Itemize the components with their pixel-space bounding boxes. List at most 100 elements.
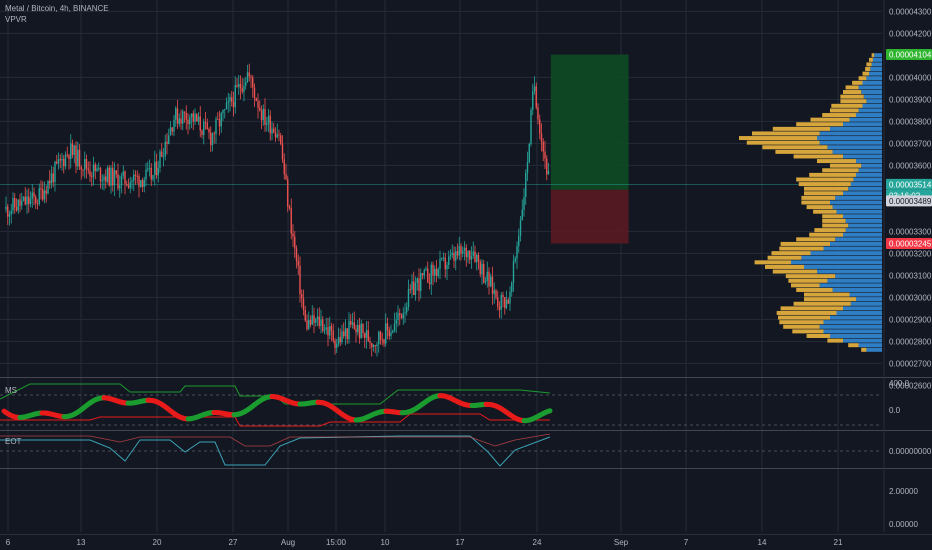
eot-indicator-pane <box>0 433 882 467</box>
vpvr-bar-down <box>779 320 824 325</box>
vpvr-bar-up <box>870 67 882 72</box>
candle-body <box>164 141 166 157</box>
candle-body <box>355 328 357 333</box>
candle-body <box>196 113 198 122</box>
time-tick-label: 7 <box>684 538 689 547</box>
price-tick-label: 0.00003300 <box>889 227 932 236</box>
candle-body <box>322 319 324 331</box>
candle-body <box>66 154 68 156</box>
vpvr-bar-up <box>856 113 882 118</box>
ms-tick-label: 0.0 <box>889 406 901 415</box>
price-tick-label: 0.00002600 <box>889 381 932 390</box>
candle-body <box>535 86 537 108</box>
candle-body <box>236 85 238 87</box>
ms-legend[interactable]: MS <box>5 386 17 395</box>
vpvr-bar-down <box>793 154 843 159</box>
eot-legend[interactable]: EOT <box>5 437 22 446</box>
vpvr-bar-down <box>840 99 867 104</box>
candle-body <box>133 174 135 181</box>
vpvr-bar-down <box>858 76 867 81</box>
candle-body <box>530 109 532 144</box>
time-axis: 6 13 20 27 Aug 15:00 10 17 24 Sep 7 14 21 <box>0 534 932 550</box>
candle-body <box>22 196 25 201</box>
candle-body <box>162 156 165 158</box>
vpvr-bar-up <box>843 306 882 311</box>
vpvr-bar-up <box>817 136 882 141</box>
candle-body <box>500 294 502 310</box>
candle-body <box>35 196 37 204</box>
vpvr-bar-up <box>791 260 882 265</box>
candle-body <box>386 323 389 331</box>
vpvr-bar-down <box>762 145 828 150</box>
vpvr-bar-down <box>830 163 862 168</box>
candle-body <box>295 248 298 261</box>
candle-body <box>246 72 249 83</box>
price-tick-label: 0.00003000 <box>889 293 932 302</box>
candle-body <box>290 208 292 234</box>
candle-body <box>458 246 460 256</box>
vpvr-bar-up <box>848 186 882 191</box>
candle-body <box>294 236 296 249</box>
vpvr-legend[interactable]: VPVR <box>5 15 27 24</box>
symbol-title[interactable]: Metal / Bitcoin, 4h, BINANCE <box>5 4 109 13</box>
candle-body <box>533 86 536 92</box>
vpvr-bar-up <box>858 343 882 348</box>
candle-body <box>481 264 483 275</box>
ms-oscillator-segment <box>545 408 553 414</box>
vpvr-bar-up <box>858 168 882 173</box>
candle-body <box>105 176 107 182</box>
candle-body <box>266 123 268 125</box>
vpvr-bar-up <box>866 347 882 352</box>
candle-body <box>126 183 128 186</box>
price-badge <box>886 195 932 207</box>
vpvr-bar-up <box>871 62 882 67</box>
candle-body <box>278 134 280 136</box>
candle-body <box>52 173 54 183</box>
vpvr-bar-up <box>858 108 882 113</box>
vpvr-bar-up <box>862 103 882 108</box>
vpvr-bar-up <box>823 246 882 251</box>
candle-body <box>407 289 410 308</box>
price-tick-label: 0.00003800 <box>889 117 932 126</box>
candle-body <box>15 207 18 211</box>
vpvr-bar-down <box>804 292 850 297</box>
candle-body <box>406 307 408 313</box>
candle-body <box>243 85 245 92</box>
candle-body <box>250 76 252 78</box>
candle-body <box>351 322 354 325</box>
candle-body <box>388 330 390 336</box>
vpvr-bar-up <box>872 57 882 62</box>
candle-body <box>344 328 347 337</box>
candle-body <box>509 291 511 304</box>
candle-body <box>537 107 539 120</box>
candle-body <box>201 130 203 135</box>
candle-body <box>94 164 96 172</box>
candle-body <box>77 149 79 167</box>
candle-body <box>70 143 72 160</box>
vpvr-bar-down <box>871 53 875 58</box>
candle-body <box>189 117 191 125</box>
candle-body <box>238 83 240 87</box>
candle-body <box>211 133 214 146</box>
vpvr-bar-up <box>874 53 882 58</box>
ms-indicator-pane <box>0 383 882 427</box>
candle-body <box>446 265 448 270</box>
candle-body <box>372 345 375 348</box>
candle-body <box>498 306 501 310</box>
candle-body <box>33 192 35 197</box>
candle-body <box>10 210 12 215</box>
candle-body <box>365 330 368 338</box>
candle-body <box>84 158 86 170</box>
candle-body <box>21 200 23 206</box>
candle-body <box>234 85 236 108</box>
price-badge-label: 0.00003489 <box>889 197 932 206</box>
vpvr-bar-down <box>791 283 820 288</box>
vpvr-bar-down <box>785 274 836 279</box>
time-tick-label: Aug <box>281 538 295 547</box>
candle-body <box>493 290 495 294</box>
candle-body <box>327 327 329 336</box>
candle-body <box>514 258 516 262</box>
candle-body <box>82 169 84 171</box>
candle-body <box>176 108 179 124</box>
